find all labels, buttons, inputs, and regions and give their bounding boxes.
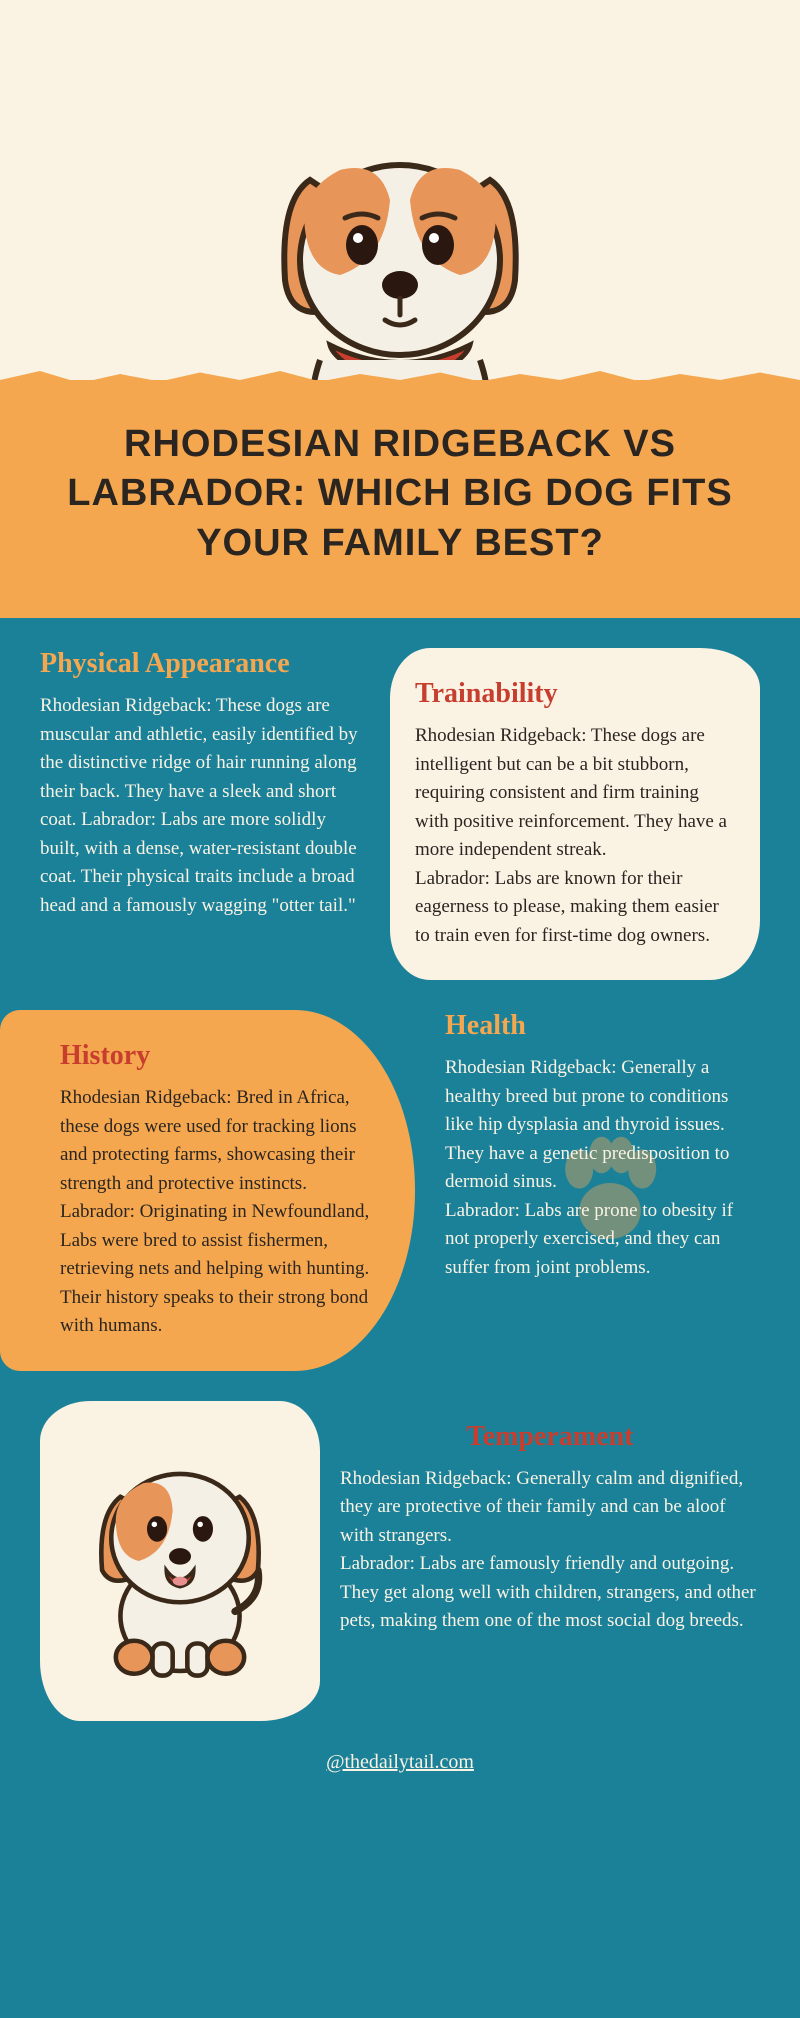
history-heading: History bbox=[60, 1040, 375, 1072]
temperament-heading: Temperament bbox=[340, 1421, 760, 1453]
physical-body: Rhodesian Ridgeback: These dogs are musc… bbox=[40, 692, 360, 920]
trainability-heading: Trainability bbox=[415, 678, 735, 710]
health-block: Health Rhodesian Ridgeback: Generally a … bbox=[445, 1010, 760, 1371]
temperament-body: Rhodesian Ridgeback: Generally calm and … bbox=[340, 1465, 760, 1636]
puppy-icon bbox=[70, 1431, 290, 1691]
physical-block: Physical Appearance Rhodesian Ridgeback:… bbox=[40, 648, 360, 980]
puppy-illustration-blob bbox=[40, 1401, 320, 1721]
physical-heading: Physical Appearance bbox=[40, 648, 360, 680]
health-body: Rhodesian Ridgeback: Generally a healthy… bbox=[445, 1054, 760, 1282]
header-cream-section bbox=[0, 0, 800, 380]
temperament-block: Temperament Rhodesian Ridgeback: General… bbox=[340, 1401, 760, 1636]
health-heading: Health bbox=[445, 1010, 760, 1042]
footer-handle: @thedailytail.com bbox=[40, 1751, 760, 1774]
title-band: RHODESIAN RIDGEBACK VS LABRADOR: WHICH B… bbox=[0, 380, 800, 618]
trainability-body: Rhodesian Ridgeback: These dogs are inte… bbox=[415, 722, 735, 950]
main-content: Physical Appearance Rhodesian Ridgeback:… bbox=[0, 618, 800, 2018]
footer-link[interactable]: @thedailytail.co bbox=[326, 1751, 458, 1773]
history-body: Rhodesian Ridgeback: Bred in Africa, the… bbox=[60, 1084, 375, 1341]
dog-head-icon bbox=[250, 100, 550, 400]
trainability-block: Trainability Rhodesian Ridgeback: These … bbox=[390, 648, 760, 980]
dog-head-illustration bbox=[250, 100, 550, 400]
infographic-container: RHODESIAN RIDGEBACK VS LABRADOR: WHICH B… bbox=[0, 0, 800, 2018]
footer-suffix: m bbox=[458, 1751, 474, 1773]
main-title: RHODESIAN RIDGEBACK VS LABRADOR: WHICH B… bbox=[60, 420, 740, 568]
history-block: History Rhodesian Ridgeback: Bred in Afr… bbox=[0, 1010, 415, 1371]
row-1: Physical Appearance Rhodesian Ridgeback:… bbox=[40, 648, 760, 980]
row-2: History Rhodesian Ridgeback: Bred in Afr… bbox=[40, 1010, 760, 1371]
row-3: Temperament Rhodesian Ridgeback: General… bbox=[40, 1401, 760, 1721]
